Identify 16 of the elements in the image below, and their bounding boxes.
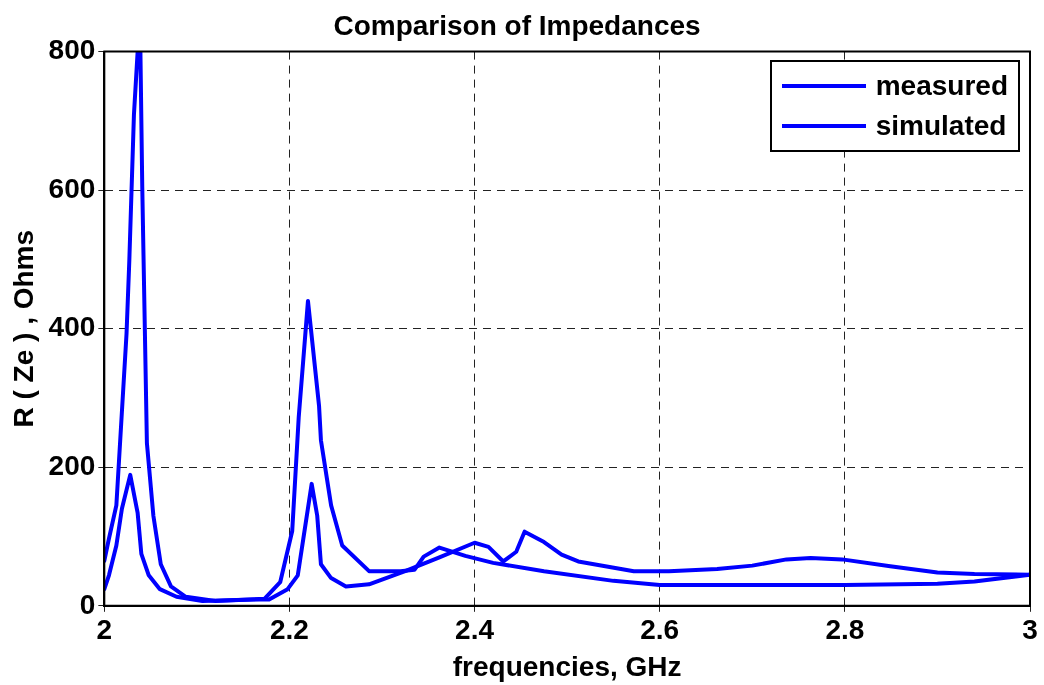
x-tick-label: 2.2 xyxy=(269,614,309,646)
chart-title: Comparison of Impedances xyxy=(333,9,701,41)
x-tick-label: 3 xyxy=(1022,614,1038,646)
y-tick-label: 0 xyxy=(79,588,96,620)
x-axis-title: frequencies, GHz xyxy=(452,650,682,682)
legend-label: measured xyxy=(875,68,1008,103)
x-tick-label: 2.8 xyxy=(825,614,865,646)
x-tick-label: 2.4 xyxy=(455,614,495,646)
x-tick-label: 2 xyxy=(96,614,113,646)
y-tick-label: 800 xyxy=(48,34,96,66)
legend-label: simulated xyxy=(875,108,1007,143)
y-tick-label: 600 xyxy=(48,172,96,204)
y-tick-label: 400 xyxy=(48,311,96,343)
y-axis-title: R ( Ze ) , Ohms xyxy=(7,229,39,428)
y-tick-label: 200 xyxy=(48,449,96,481)
x-tick-label: 2.6 xyxy=(640,614,680,646)
